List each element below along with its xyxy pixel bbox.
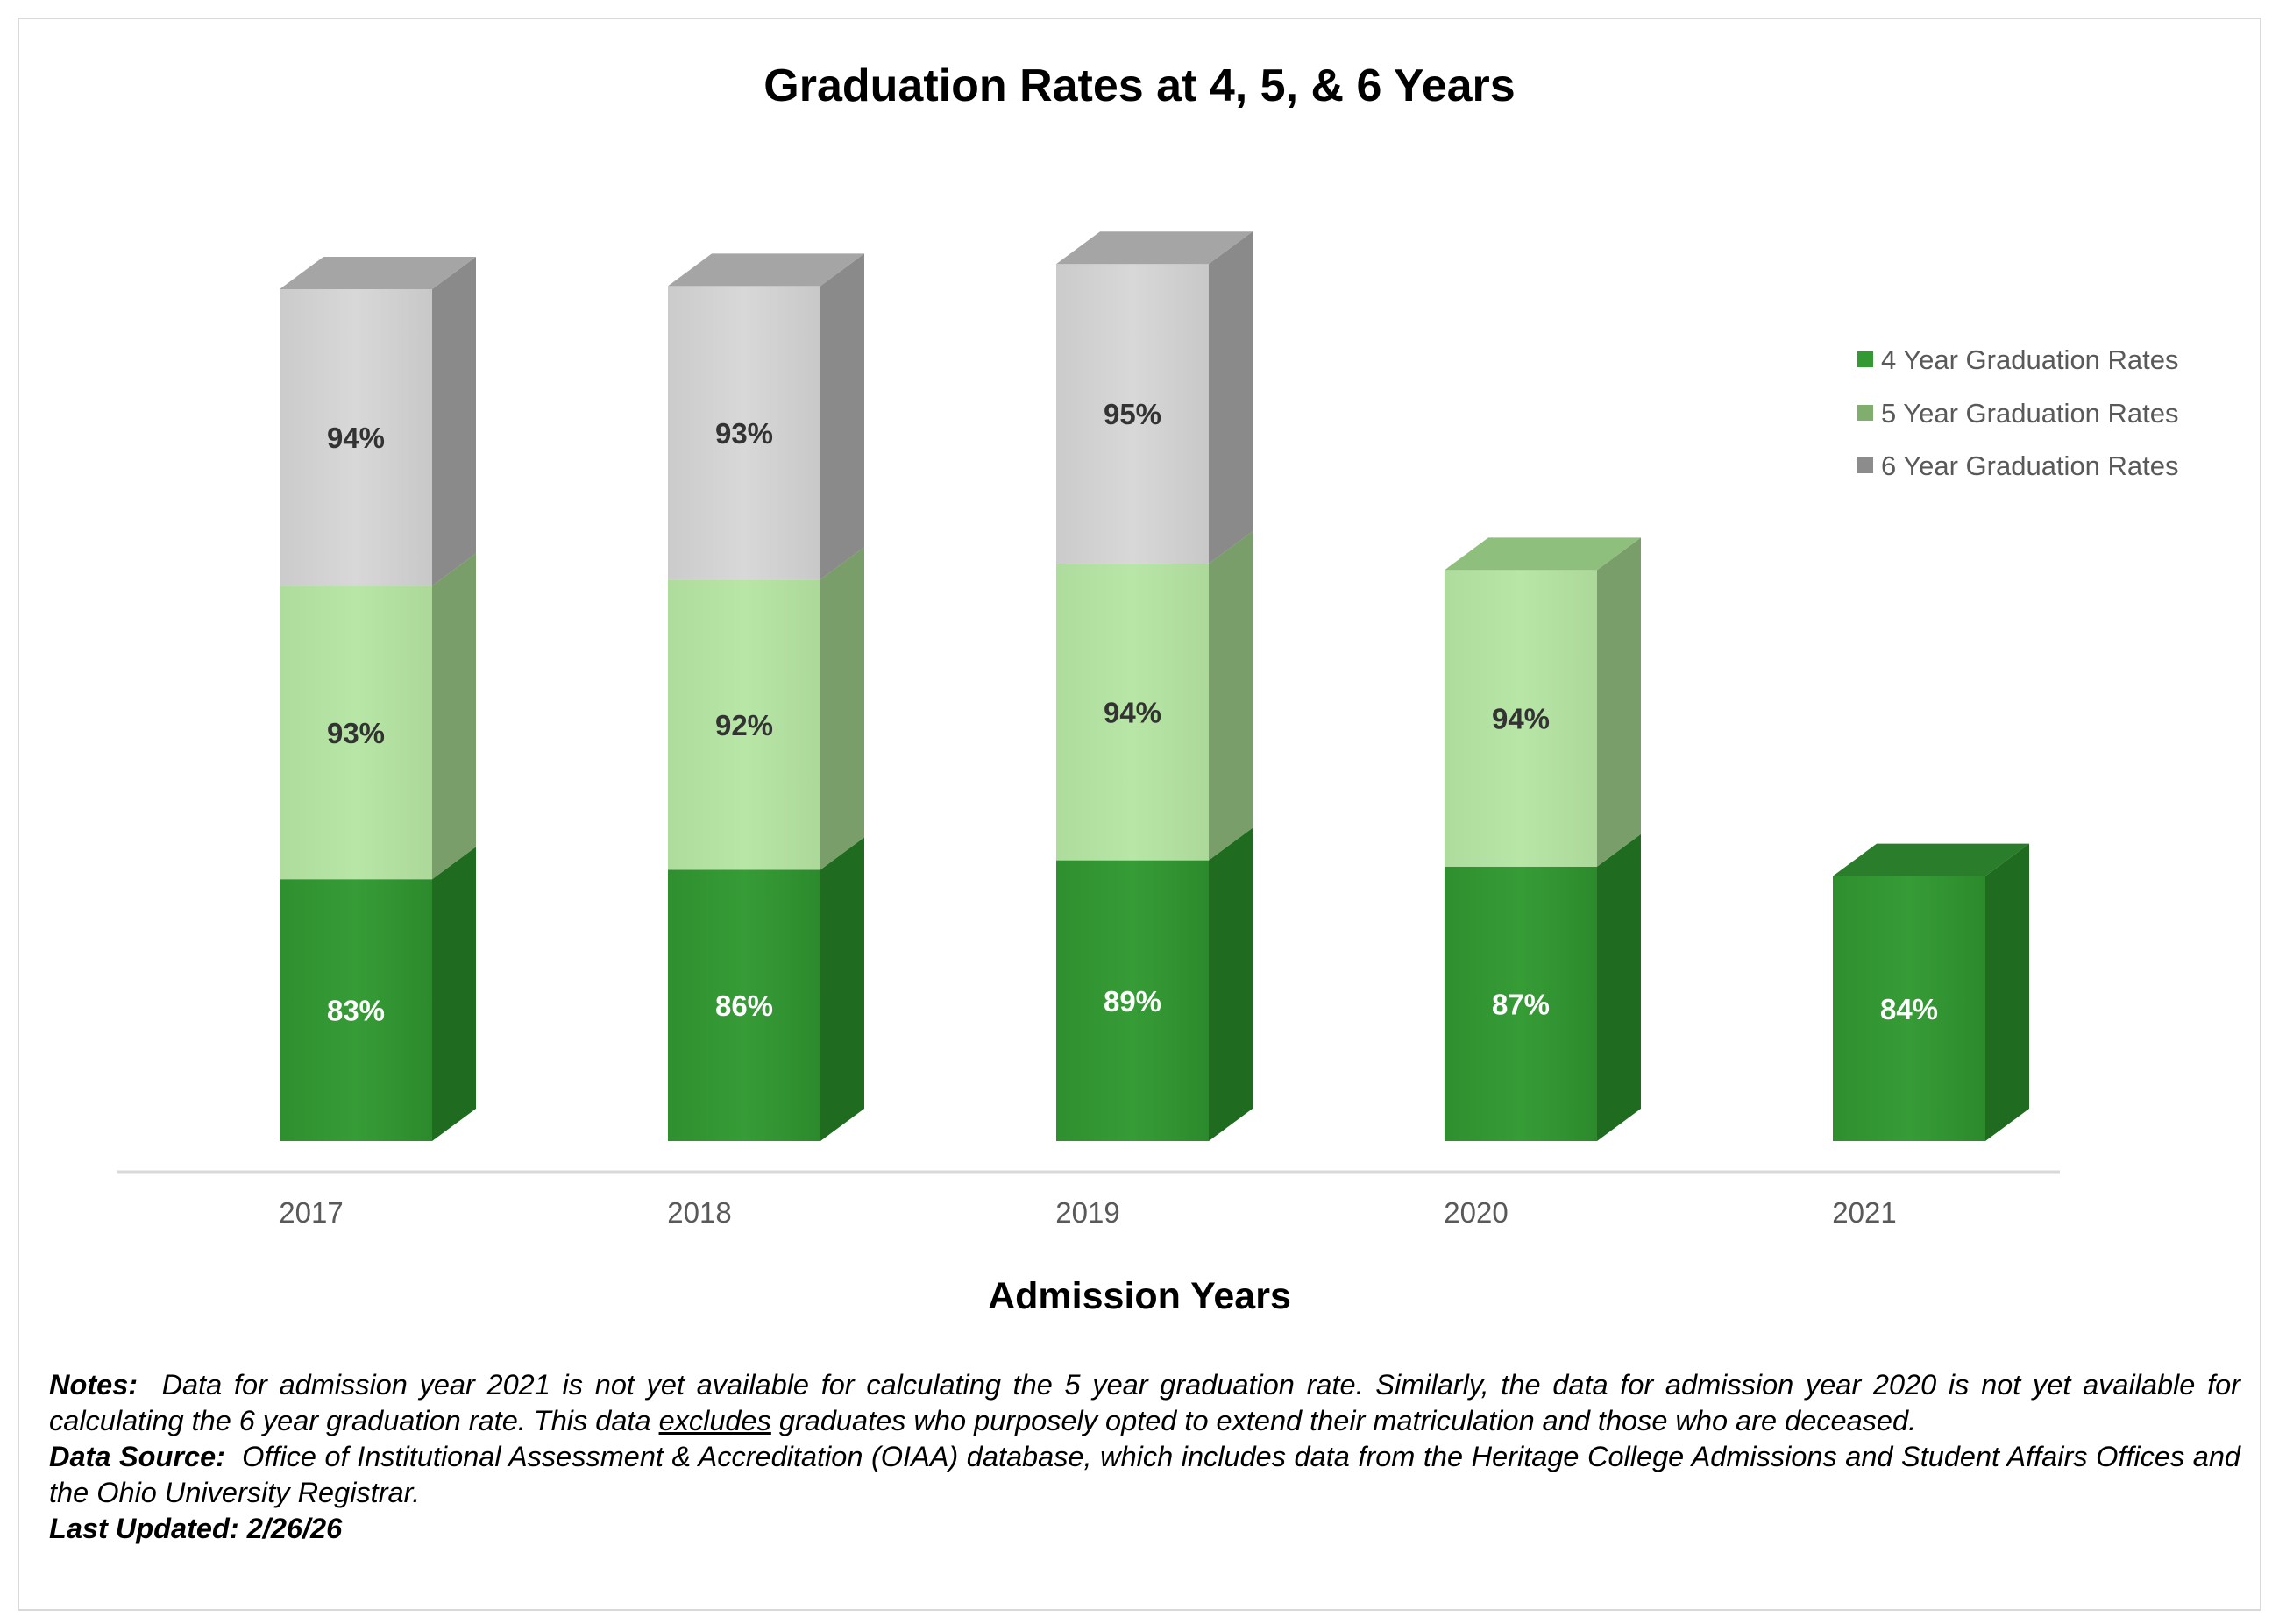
x-tick-label-2017: 2017 xyxy=(279,1196,343,1229)
notes-emphasis: excludes xyxy=(658,1405,771,1436)
data-label-2017-6yr: 94% xyxy=(327,422,385,454)
bar-stack-2020: 87% 94% xyxy=(1445,537,1641,1141)
bar-side-2021-4yr xyxy=(1985,843,2029,1141)
bar-segment-2021-4yr xyxy=(1833,876,1985,1141)
bar-stack-2018: 86% 92% 93% xyxy=(668,253,864,1141)
source-paragraph: Data Source: Office of Institutional Ass… xyxy=(49,1439,2240,1511)
legend-item-4-year: 4 Year Graduation Rates xyxy=(1857,344,2179,375)
bar-segment-2017-5yr xyxy=(280,585,432,880)
bar-stack-2017: 83% 93% 94% xyxy=(280,257,476,1141)
bar-side-2020-5yr xyxy=(1597,537,1641,867)
bar-stack-2019: 89% 94% 95% xyxy=(1056,231,1253,1141)
bar-side-2018-4yr xyxy=(820,837,864,1141)
x-tick-label-2018: 2018 xyxy=(667,1196,731,1229)
bar-top-2018 xyxy=(668,253,864,287)
data-label-2019-4yr: 89% xyxy=(1104,985,1161,1018)
bar-segment-2018-6yr xyxy=(668,286,820,580)
notes-block: Notes: Data for admission year 2021 is n… xyxy=(49,1367,2240,1547)
legend-label: 4 Year Graduation Rates xyxy=(1881,344,2179,375)
legend-label: 5 Year Graduation Rates xyxy=(1881,398,2179,429)
notes-text-2: graduates who purposely opted to extend … xyxy=(778,1405,1917,1436)
legend-item-6-year: 6 Year Graduation Rates xyxy=(1857,450,2179,481)
data-label-2019-5yr: 94% xyxy=(1104,696,1161,728)
source-label: Data Source: xyxy=(49,1441,225,1472)
bar-segment-2017-6yr xyxy=(280,289,432,586)
source-text: Office of Institutional Assessment & Acc… xyxy=(49,1441,2240,1508)
chart-frame xyxy=(18,18,2261,1611)
bar-top-2020 xyxy=(1445,537,1641,571)
bar-side-2017-6yr xyxy=(432,257,476,586)
bar-segment-2018-4yr xyxy=(668,869,820,1141)
notes-paragraph: Notes: Data for admission year 2021 is n… xyxy=(49,1367,2240,1439)
bar-segment-2020-5yr xyxy=(1445,570,1597,867)
bar-top-2019 xyxy=(1056,231,1253,265)
legend-swatch xyxy=(1857,405,1873,421)
chart-title: Graduation Rates at 4, 5, & 6 Years xyxy=(763,60,1515,111)
bar-side-2019-6yr xyxy=(1209,231,1253,564)
notes-label: Notes: xyxy=(49,1369,138,1401)
updated-label: Last Updated: xyxy=(49,1513,239,1544)
legend-item-5-year: 5 Year Graduation Rates xyxy=(1857,398,2179,429)
bar-segment-2020-4yr xyxy=(1445,866,1597,1141)
updated-line: Last Updated: 2/26/26 xyxy=(49,1511,2240,1547)
x-tick-label-2020: 2020 xyxy=(1444,1196,1508,1229)
legend-swatch xyxy=(1857,351,1873,367)
x-tick-label-2021: 2021 xyxy=(1832,1196,1896,1229)
legend-swatch xyxy=(1857,457,1873,473)
bar-top-2021 xyxy=(1833,843,2029,876)
data-label-2020-4yr: 87% xyxy=(1492,988,1550,1020)
x-tick-label-2019: 2019 xyxy=(1055,1196,1119,1229)
bar-side-2018-6yr xyxy=(820,253,864,580)
data-label-2021-4yr: 84% xyxy=(1880,993,1938,1025)
data-label-2018-5yr: 92% xyxy=(715,709,773,741)
bar-side-2017-5yr xyxy=(432,553,476,880)
bar-segment-2017-4yr xyxy=(280,879,432,1141)
x-axis-title: Admission Years xyxy=(988,1275,1291,1317)
data-label-2017-4yr: 83% xyxy=(327,995,385,1027)
bar-segment-2019-5yr xyxy=(1056,564,1209,861)
bar-segment-2019-6yr xyxy=(1056,264,1209,564)
legend-label: 6 Year Graduation Rates xyxy=(1881,450,2179,481)
bar-side-2019-5yr xyxy=(1209,531,1253,861)
bar-segment-2019-4yr xyxy=(1056,860,1209,1141)
bar-side-2018-5yr xyxy=(820,547,864,870)
bar-side-2020-4yr xyxy=(1597,833,1641,1141)
data-label-2018-6yr: 93% xyxy=(715,417,773,450)
notes-text-1: Data for admission year 2021 is not yet … xyxy=(49,1369,2240,1436)
bar-side-2019-4yr xyxy=(1209,827,1253,1141)
data-label-2018-4yr: 86% xyxy=(715,989,773,1022)
bar-stack-2021: 84% xyxy=(1833,843,2029,1141)
bar-side-2017-4yr xyxy=(432,847,476,1141)
bar-segment-2018-5yr xyxy=(668,579,820,870)
data-label-2017-5yr: 93% xyxy=(327,717,385,749)
updated-value: 2/26/26 xyxy=(246,1513,343,1544)
data-label-2019-6yr: 95% xyxy=(1104,398,1161,430)
data-label-2020-5yr: 94% xyxy=(1492,703,1550,735)
bar-top-2017 xyxy=(280,257,476,289)
